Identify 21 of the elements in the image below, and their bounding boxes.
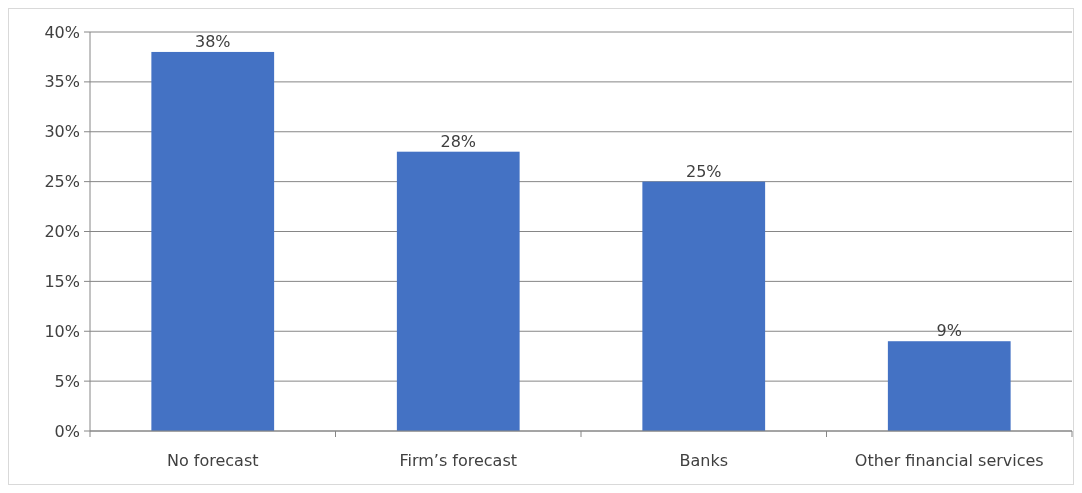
- x-tick-label: Banks: [679, 450, 729, 470]
- data-label: 38%: [194, 31, 231, 51]
- y-tick-label: 35%: [44, 72, 80, 92]
- y-tick-label: 5%: [54, 371, 80, 391]
- bar: [151, 51, 275, 431]
- data-label: 9%: [936, 321, 962, 341]
- y-tick-label: 0%: [54, 421, 80, 441]
- x-tick-label: No forecast: [166, 450, 259, 470]
- y-tick-label: 40%: [44, 22, 80, 42]
- data-label: 25%: [685, 161, 722, 181]
- y-tick-label: 10%: [44, 321, 80, 341]
- y-tick-label: 20%: [44, 222, 80, 242]
- bar: [642, 181, 766, 431]
- bar: [887, 341, 1011, 431]
- y-tick-label: 30%: [44, 122, 80, 142]
- x-tick-label: Other financial services: [854, 450, 1044, 470]
- y-tick-label: 25%: [44, 172, 80, 192]
- data-label: 28%: [440, 131, 477, 151]
- bar: [396, 151, 520, 431]
- y-tick-label: 15%: [44, 271, 80, 291]
- x-tick-label: Firm’s forecast: [399, 450, 518, 470]
